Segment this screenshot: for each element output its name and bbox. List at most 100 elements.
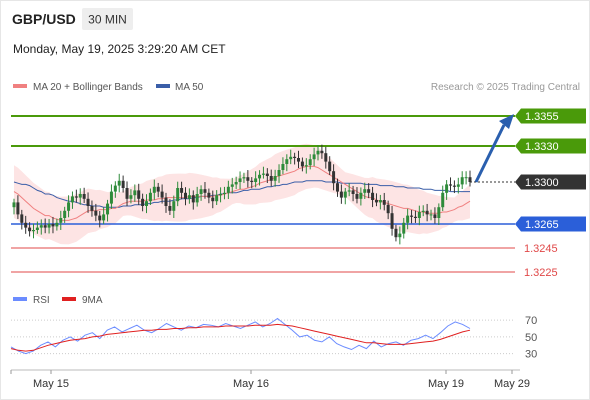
candle-body xyxy=(437,207,441,218)
candle-body xyxy=(398,233,402,238)
candle-body xyxy=(172,201,176,211)
level-label-5: 1.3225 xyxy=(524,267,558,279)
candle-body xyxy=(468,177,472,182)
candle-body xyxy=(141,198,145,206)
candle-body xyxy=(452,185,456,187)
rsi-tick-70: 70 xyxy=(525,315,537,327)
candle-body xyxy=(406,215,410,223)
candle-body xyxy=(67,202,71,211)
candle-body xyxy=(74,196,78,198)
candle-body xyxy=(51,224,55,227)
candle-body xyxy=(413,216,417,218)
candle-body xyxy=(168,206,172,211)
level-tag-box-3 xyxy=(515,216,586,232)
level-tag-box-2 xyxy=(515,174,586,190)
ma20-legend-label: MA 20 + Bollinger Bands xyxy=(33,82,143,93)
candle-body xyxy=(355,194,359,199)
candle-body xyxy=(109,191,113,204)
candle-body xyxy=(390,213,394,229)
candle-body xyxy=(39,225,43,228)
candle-body xyxy=(324,153,328,162)
level-tag-label-1: 1.3330 xyxy=(525,141,559,153)
candle-body xyxy=(113,185,117,192)
candle-body xyxy=(183,192,187,199)
ma50-line xyxy=(13,180,470,208)
candle-body xyxy=(293,156,297,158)
candle-body xyxy=(351,190,355,194)
candle-body xyxy=(320,150,324,154)
candle-body xyxy=(250,180,254,182)
candle-body xyxy=(449,184,453,186)
timeframe-badge[interactable] xyxy=(82,8,133,30)
level-tag-label-3: 1.3265 xyxy=(525,219,559,231)
level-labels: 1.3355 1.3330 1.3300 1.3265 1.3245 1.3225 xyxy=(515,108,586,279)
candle-body xyxy=(394,228,398,238)
candle-body xyxy=(20,214,24,223)
candle-body xyxy=(43,225,47,228)
candle-body xyxy=(222,192,226,194)
candle-body xyxy=(464,177,468,179)
timeframe-label: 30 MIN xyxy=(88,13,127,27)
candles-group xyxy=(12,144,472,245)
candle-body xyxy=(203,189,207,193)
candle-body xyxy=(429,214,433,216)
rsi-legend-swatch xyxy=(13,297,27,301)
candle-body xyxy=(258,174,262,179)
candle-body xyxy=(164,197,168,206)
candle-body xyxy=(12,202,16,208)
candle-body xyxy=(187,195,191,199)
candle-body xyxy=(359,192,363,199)
forecast-arrow-head xyxy=(499,114,514,129)
level-tag-box-1 xyxy=(515,138,586,154)
candle-body xyxy=(86,198,90,206)
rsi-tick-50: 50 xyxy=(525,332,537,344)
candle-body xyxy=(371,192,375,200)
candle-body xyxy=(133,190,137,196)
candle-body xyxy=(328,161,332,172)
candle-body xyxy=(246,177,250,181)
candle-body xyxy=(106,203,110,215)
candle-body xyxy=(254,178,258,182)
candle-body xyxy=(176,188,180,202)
level-tag-0: 1.3355 xyxy=(515,108,586,124)
x-tick-label-2: May 19 xyxy=(428,378,464,390)
candle-body xyxy=(300,161,304,167)
level-label-4: 1.3245 xyxy=(524,243,558,255)
rsi-legend-label: RSI xyxy=(33,295,50,306)
ma20-legend-swatch xyxy=(13,84,27,88)
candle-body xyxy=(31,230,35,232)
candle-body xyxy=(456,184,460,187)
candle-body xyxy=(269,176,273,181)
candle-body xyxy=(102,214,106,221)
candle-body xyxy=(94,210,98,216)
candle-body xyxy=(16,202,20,215)
rsi-ma-legend-label: 9MA xyxy=(82,295,103,306)
candle-body xyxy=(277,170,281,176)
candle-body xyxy=(242,177,246,179)
level-tag-2: 1.3300 xyxy=(515,174,586,190)
candle-body xyxy=(382,200,386,205)
candle-body xyxy=(460,177,464,185)
rsi-ma-legend-swatch xyxy=(62,297,76,301)
candle-body xyxy=(152,186,156,193)
candle-body xyxy=(312,154,316,160)
candle-body xyxy=(28,227,32,232)
candle-body xyxy=(316,150,320,155)
candle-body xyxy=(82,194,86,199)
level-tag-label-2: 1.3300 xyxy=(525,177,559,189)
x-tick-label-1: May 16 xyxy=(233,378,269,390)
candle-body xyxy=(281,164,285,170)
candle-body xyxy=(160,191,164,198)
bollinger-band xyxy=(14,143,470,245)
candle-body xyxy=(63,210,67,218)
candle-body xyxy=(363,189,367,193)
rsi-tick-30: 30 xyxy=(525,349,537,361)
candle-body xyxy=(273,176,277,181)
x-tick-label-0: May 15 xyxy=(33,378,69,390)
ma50-legend-label: MA 50 xyxy=(175,82,204,93)
candle-body xyxy=(121,180,125,188)
candle-body xyxy=(402,222,406,234)
candle-body xyxy=(215,195,219,202)
candle-body xyxy=(24,222,28,228)
